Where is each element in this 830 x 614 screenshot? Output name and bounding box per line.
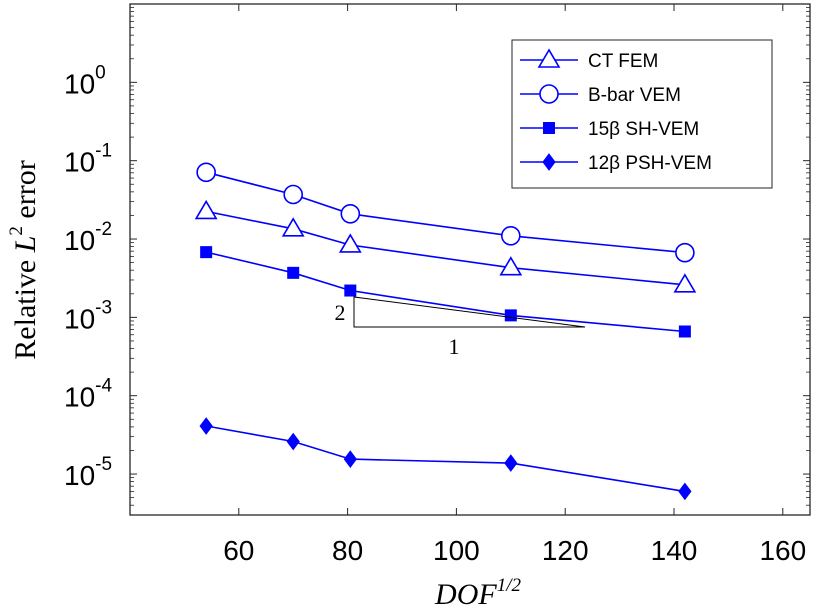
data-point-square bbox=[504, 309, 517, 322]
y-tick-exp: -2 bbox=[95, 219, 112, 240]
slope-triangle: 2 1 bbox=[335, 296, 586, 359]
series-layer bbox=[194, 162, 697, 501]
legend-entry: 15β SH-VEM bbox=[520, 119, 699, 140]
x-tick-label: 140 bbox=[651, 535, 698, 566]
y-tick-label: 10-4 bbox=[64, 376, 112, 413]
y-tick-label: 10-2 bbox=[64, 219, 112, 256]
data-point-diamond bbox=[286, 432, 300, 451]
legend-entry: 12β PSH-VEM bbox=[520, 153, 712, 174]
series-triangle bbox=[194, 199, 697, 293]
data-point-square bbox=[678, 325, 691, 338]
data-point-circle bbox=[340, 203, 361, 224]
y-axis-label-exp: 2 bbox=[6, 226, 27, 236]
y-tick-label: 10-3 bbox=[64, 297, 112, 334]
y-axis-label-var: L bbox=[9, 236, 42, 254]
data-point-diamond bbox=[504, 454, 518, 472]
y-axis-label-text: Relative bbox=[9, 252, 42, 359]
data-point-square bbox=[344, 284, 357, 297]
y-tick-base: 10 bbox=[64, 382, 95, 413]
y-tick-exp: -4 bbox=[95, 376, 112, 397]
legend-marker-diamond bbox=[542, 153, 556, 171]
y-tick-label: 10-1 bbox=[64, 141, 112, 178]
x-axis-label: DOF1/2 bbox=[434, 575, 521, 611]
slope-triangle-shape bbox=[353, 296, 586, 328]
y-axis-label: Relative L2 error bbox=[6, 160, 42, 359]
legend-label: 15β SH-VEM bbox=[588, 119, 699, 140]
x-axis-label-base: DOF bbox=[434, 578, 497, 611]
series-square bbox=[200, 246, 691, 338]
data-point-diamond bbox=[678, 482, 692, 501]
y-tick-base: 10 bbox=[64, 68, 95, 99]
data-point-square bbox=[287, 266, 300, 279]
y-tick-base: 10 bbox=[64, 225, 95, 256]
x-tick-label: 60 bbox=[223, 535, 254, 566]
y-tick-exp: -1 bbox=[95, 141, 112, 162]
y-tick-base: 10 bbox=[64, 303, 95, 334]
legend-label: 12β PSH-VEM bbox=[588, 153, 712, 174]
data-point-diamond bbox=[343, 450, 357, 468]
y-tick-exp: -5 bbox=[95, 454, 112, 475]
legend-label: CT FEM bbox=[588, 51, 658, 72]
y-tick-label: 10-5 bbox=[64, 454, 112, 491]
x-tick-label: 160 bbox=[759, 535, 806, 566]
y-tick-exp: 0 bbox=[95, 62, 106, 83]
data-point-triangle bbox=[338, 233, 362, 253]
data-point-triangle bbox=[281, 217, 305, 237]
legend-marker-square bbox=[543, 122, 555, 134]
data-point-triangle bbox=[499, 256, 523, 276]
x-tick-label: 80 bbox=[332, 535, 363, 566]
data-point-square bbox=[200, 246, 213, 259]
data-point-diamond bbox=[199, 417, 213, 435]
slope-rise-label: 2 bbox=[335, 300, 346, 325]
legend-entry: CT FEM bbox=[520, 48, 658, 72]
legend-entry: B-bar VEM bbox=[520, 84, 681, 106]
x-tick-label: 100 bbox=[433, 535, 480, 566]
y-tick-base: 10 bbox=[64, 147, 95, 178]
data-point-circle bbox=[500, 225, 521, 246]
x-axis: 60 80 100 120 140 160 bbox=[223, 4, 806, 566]
y-tick-exp: -3 bbox=[95, 297, 112, 318]
y-axis-label-suffix: error bbox=[9, 160, 42, 226]
data-point-circle bbox=[196, 162, 216, 183]
y-tick-label: 100 bbox=[64, 62, 106, 99]
data-point-triangle bbox=[194, 199, 218, 220]
series-circle bbox=[196, 162, 695, 263]
data-point-circle bbox=[283, 184, 304, 205]
legend-marker-triangle bbox=[537, 48, 561, 68]
y-tick-base: 10 bbox=[64, 460, 95, 491]
legend-marker-circle bbox=[539, 84, 559, 104]
data-point-triangle bbox=[673, 273, 697, 293]
legend-label: B-bar VEM bbox=[588, 85, 681, 106]
x-axis-label-exp: 1/2 bbox=[497, 575, 522, 596]
series-diamond bbox=[199, 417, 692, 501]
x-tick-label: 120 bbox=[542, 535, 589, 566]
legend: CT FEM B-bar VEM 15β SH-VEM 12β PSH-VEM bbox=[511, 39, 773, 189]
data-point-circle bbox=[675, 242, 695, 263]
slope-run-label: 1 bbox=[449, 334, 460, 359]
